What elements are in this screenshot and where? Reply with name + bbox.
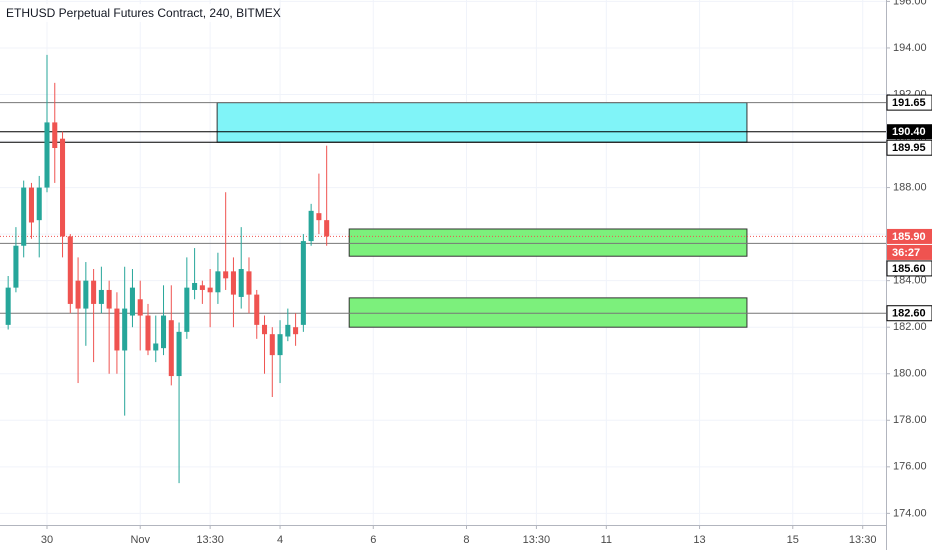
- candle-body: [75, 280, 81, 309]
- candle-body: [145, 315, 151, 351]
- candle-body: [153, 343, 159, 351]
- candle-body: [192, 282, 198, 290]
- candle-body: [324, 220, 330, 237]
- price-label: 190.40: [892, 126, 926, 138]
- candle-body: [60, 138, 66, 237]
- y-tick-label: 196.00: [893, 0, 927, 7]
- zone: [348, 228, 748, 257]
- chart-title: ETHUSD Perpetual Futures Contract, 240, …: [6, 6, 281, 20]
- countdown-label: 36:27: [892, 247, 920, 259]
- price-label-box: [886, 94, 932, 111]
- x-tick-label: Nov: [130, 534, 150, 546]
- x-tick-label: 13:30: [849, 534, 877, 546]
- y-tick-label: 184.00: [893, 275, 927, 287]
- price-label-box: [886, 305, 932, 322]
- candle-body: [106, 289, 112, 309]
- candle-body: [207, 287, 213, 293]
- candle-body: [300, 241, 306, 325]
- x-tick-label: 15: [787, 534, 799, 546]
- price-label: 185.60: [892, 263, 926, 275]
- candle-body: [21, 187, 27, 246]
- candle-body: [36, 187, 42, 221]
- candle-body: [5, 287, 11, 325]
- y-tick-label: 188.00: [893, 181, 927, 193]
- price-label: 189.95: [892, 142, 926, 154]
- y-tick-label: 182.00: [893, 321, 927, 333]
- candle-body: [261, 324, 268, 335]
- x-tick-label: 13: [693, 534, 705, 546]
- x-tick-label: 6: [370, 534, 376, 546]
- candle-body: [122, 308, 128, 351]
- countdown-label-box: [887, 244, 932, 260]
- price-label-box: [886, 139, 932, 156]
- y-tick-label: 174.00: [893, 507, 927, 519]
- candle-body: [285, 324, 291, 337]
- candle-body: [215, 271, 221, 293]
- x-tick-label: 11: [601, 534, 612, 546]
- price-label: 182.60: [892, 308, 926, 320]
- x-tick-label: 8: [463, 534, 469, 546]
- candle-body: [293, 327, 299, 335]
- candle-body: [91, 280, 97, 304]
- y-tick-label: 194.00: [893, 42, 927, 54]
- candle-body: [28, 187, 34, 223]
- price-label-box: [886, 260, 932, 277]
- candle-body: [254, 294, 260, 325]
- candle-body: [308, 210, 314, 242]
- candle-body: [223, 271, 229, 279]
- x-tick-label: 13:30: [196, 534, 224, 546]
- price-label-box: [887, 228, 932, 244]
- candle-body: [161, 315, 167, 349]
- candle-body: [114, 308, 120, 351]
- candle-body: [137, 299, 143, 316]
- x-tick-label: 4: [277, 534, 283, 546]
- title-bg: [2, 4, 264, 22]
- candle-body: [184, 287, 190, 332]
- candle-body: [199, 285, 205, 290]
- candle-body: [246, 271, 252, 295]
- price-label-box: [887, 124, 932, 140]
- x-tick-label: 30: [41, 534, 53, 546]
- candle-body: [44, 122, 50, 188]
- y-tick-label: 180.00: [893, 368, 927, 380]
- candle-body: [277, 334, 283, 356]
- candle-body: [83, 280, 89, 309]
- candle-body: [13, 245, 19, 288]
- y-tick-label: 178.00: [893, 414, 927, 426]
- zone: [216, 102, 748, 143]
- candle-body: [98, 289, 104, 304]
- x-tick-label: 13:30: [523, 534, 551, 546]
- candle-body: [238, 269, 244, 297]
- candle-body: [230, 271, 236, 295]
- candle-body: [316, 213, 322, 221]
- candle-body: [67, 236, 73, 304]
- price-label: 191.65: [892, 97, 926, 109]
- y-tick-label: 176.00: [893, 461, 927, 473]
- price-label: 185.90: [892, 231, 926, 243]
- zone: [348, 297, 748, 328]
- candle-body: [52, 122, 58, 149]
- candle-body: [269, 334, 275, 356]
- candle-body: [168, 320, 174, 377]
- candle-body: [176, 331, 182, 377]
- candle-body: [129, 287, 135, 316]
